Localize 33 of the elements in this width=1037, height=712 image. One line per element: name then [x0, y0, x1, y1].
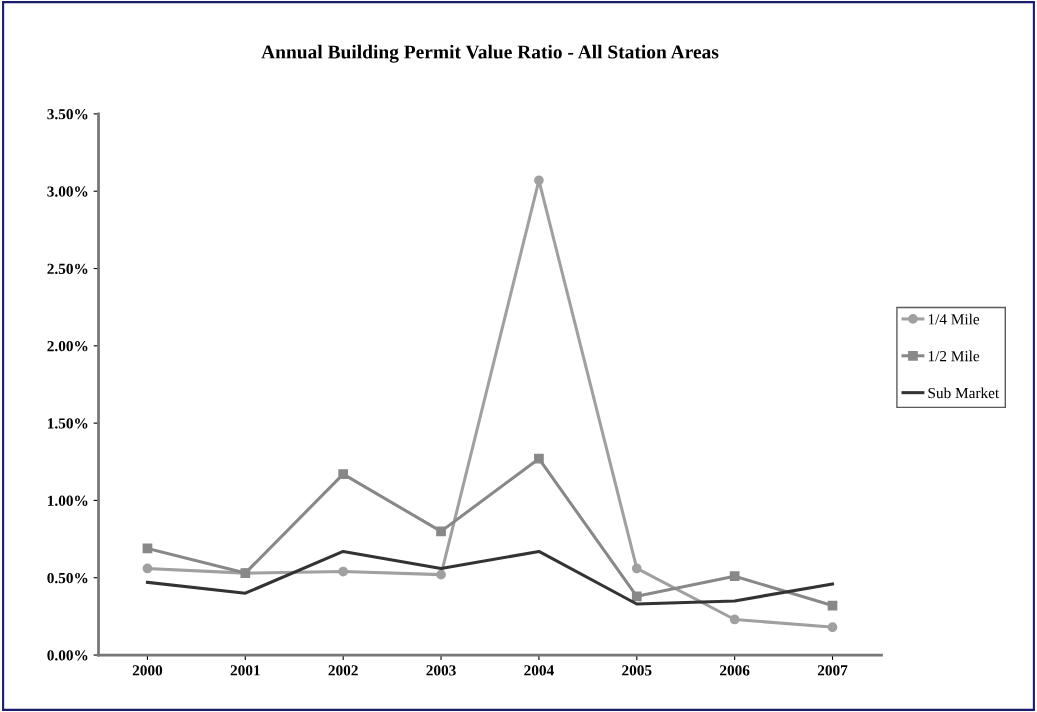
point	[436, 526, 446, 537]
legend-label: 1/4 Mile	[928, 313, 980, 325]
point	[631, 563, 642, 574]
point	[729, 571, 740, 582]
x-tick-label: 2001	[230, 665, 260, 676]
x-tick-label: 2002	[328, 665, 358, 676]
x-tick-label: 2006	[720, 665, 750, 676]
chart-title: Annual Building Permit Value Ratio - All Station Areas	[261, 44, 719, 63]
legend-label: Sub Market	[928, 387, 1000, 399]
x-tick-label: 2007	[817, 665, 848, 676]
point	[436, 569, 446, 580]
point	[534, 453, 544, 464]
point	[338, 566, 349, 577]
y-tick-label: 0.50%	[47, 572, 88, 584]
point	[338, 469, 349, 480]
legend-label: 1/2 Mile	[928, 350, 980, 362]
point	[631, 591, 642, 602]
x-tick-label: 2004	[524, 665, 554, 676]
x-tick-label: 2000	[132, 665, 163, 676]
point	[534, 175, 544, 186]
point	[142, 563, 153, 574]
y-tick-label: 2.50%	[47, 263, 88, 275]
y-tick-label: 1.50%	[48, 418, 88, 429]
y-tick-label: 1.00%	[48, 495, 88, 506]
y-tick-label: 3.50%	[47, 109, 88, 120]
point	[827, 622, 838, 633]
x-tick-label: 2003	[426, 665, 456, 676]
y-tick-label: 0.00%	[47, 650, 88, 661]
x-tick-label: 2005	[622, 665, 652, 676]
y-tick-label: 3.00%	[47, 186, 88, 197]
line-series	[145, 549, 835, 606]
point	[729, 614, 740, 625]
y-tick-label: 2.00%	[47, 340, 88, 352]
